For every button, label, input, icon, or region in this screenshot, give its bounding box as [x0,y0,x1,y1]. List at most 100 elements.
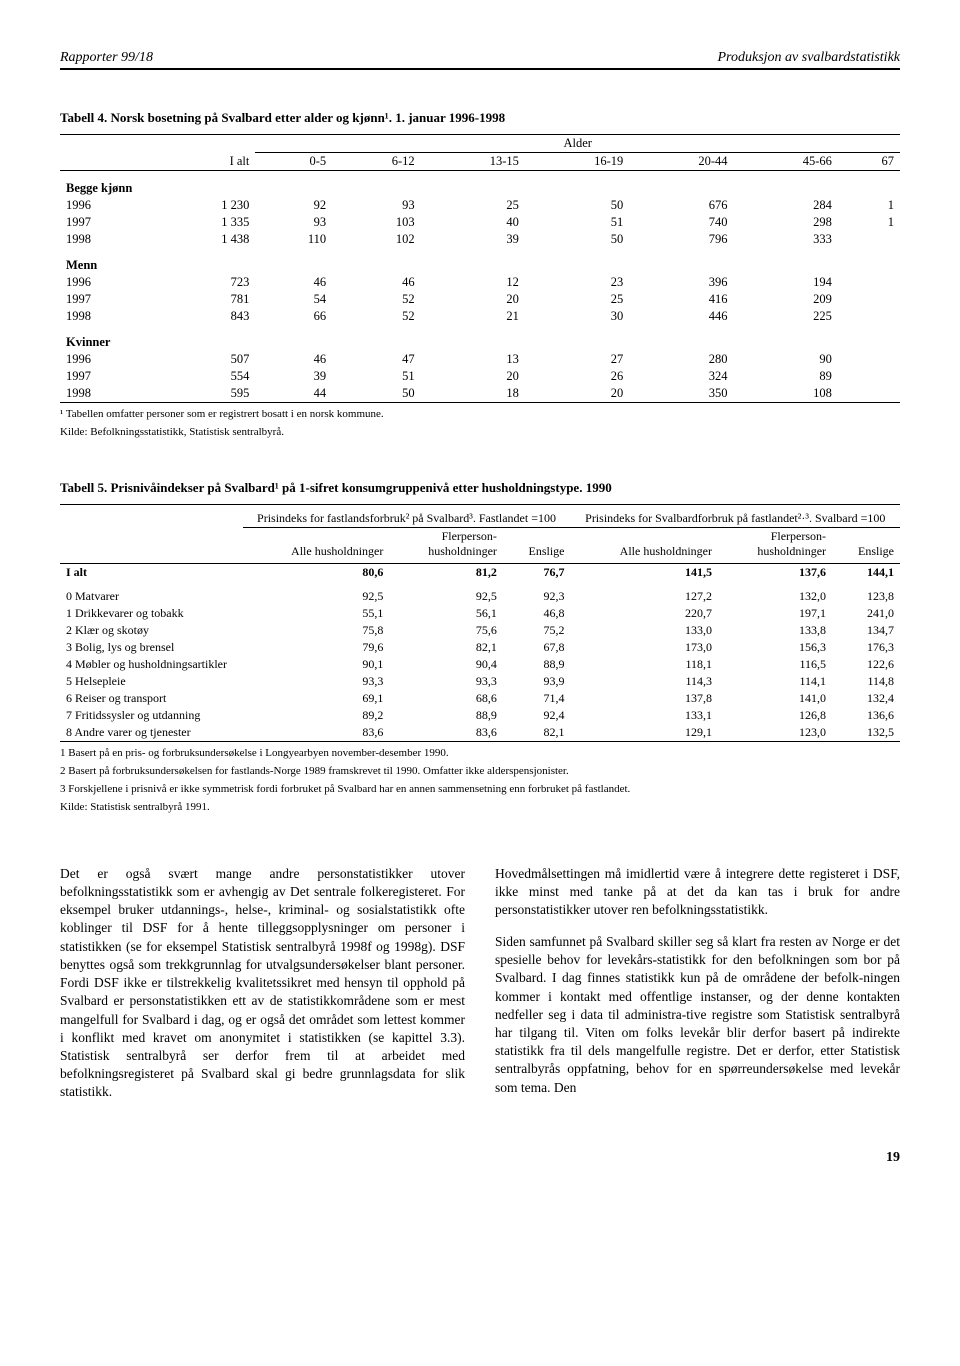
table-cell: 88,9 [389,707,503,724]
table-cell: 75,2 [503,622,571,639]
table5-foot2: 2 Basert på forbruksundersøkelsen for fa… [60,764,900,778]
table-cell: 47 [332,351,420,368]
table4-col: 45-66 [734,153,838,171]
table-cell: 52 [332,308,420,325]
table-row-label: 1998 [60,308,154,325]
table-cell: 89 [734,368,838,385]
table-cell: 110 [255,231,332,248]
table-cell: 220,7 [571,605,718,622]
table-cell: 141,5 [571,563,718,588]
table-row-label: 8 Andre varer og tjenester [60,724,243,742]
body-text: Det er også svært mange andre personstat… [60,865,900,1111]
table-cell: 1 230 [154,197,256,214]
table-cell: 52 [332,291,420,308]
table-cell: 82,1 [503,724,571,742]
table-cell: 136,6 [832,707,900,724]
table-cell: 39 [421,231,525,248]
table-cell: 114,1 [718,673,832,690]
table-cell: 116,5 [718,656,832,673]
table-cell: 103 [332,214,420,231]
table-cell: 796 [629,231,733,248]
table-cell: 843 [154,308,256,325]
table-cell: 51 [525,214,629,231]
table-cell: 39 [255,368,332,385]
table-cell: 75,6 [389,622,503,639]
table-row-label: 7 Fritidssysler og utdanning [60,707,243,724]
table-cell: 83,6 [243,724,390,742]
table-row-label: 1996 [60,274,154,291]
table-cell: 81,2 [389,563,503,588]
table-cell: 416 [629,291,733,308]
table-cell: 133,0 [571,622,718,639]
table-cell: 93 [255,214,332,231]
table5-col: Enslige [503,527,571,563]
table4-col: 67 [838,153,900,171]
table-cell: 1 438 [154,231,256,248]
table-cell: 156,3 [718,639,832,656]
table-cell: 67,8 [503,639,571,656]
table-cell: 446 [629,308,733,325]
table4-col: 16-19 [525,153,629,171]
table5-col: Alle husholdninger [243,527,390,563]
table-cell [838,308,900,325]
table-cell: 90,4 [389,656,503,673]
table-cell: 137,6 [718,563,832,588]
table-cell: 134,7 [832,622,900,639]
table-cell: 76,7 [503,563,571,588]
table-cell: 90 [734,351,838,368]
table-cell: 26 [525,368,629,385]
table-cell: 194 [734,274,838,291]
table-cell: 82,1 [389,639,503,656]
table-cell: 176,3 [832,639,900,656]
table-cell: 126,8 [718,707,832,724]
table4-title: Tabell 4. Norsk bosetning på Svalbard et… [60,110,900,126]
table-cell: 50 [525,197,629,214]
table-cell: 83,6 [389,724,503,742]
table-row-label: 1998 [60,231,154,248]
table-cell [838,291,900,308]
table-cell: 75,8 [243,622,390,639]
table-cell: 114,8 [832,673,900,690]
table-cell: 507 [154,351,256,368]
table-cell: 1 [838,214,900,231]
table4: Alder I alt0-56-1213-1516-1920-4445-6667… [60,134,900,403]
table-cell: 13 [421,351,525,368]
table-cell: 93,3 [243,673,390,690]
table-cell: 54 [255,291,332,308]
table-cell: 12 [421,274,525,291]
table4-group: Menn [60,248,900,274]
page-number: 19 [60,1150,900,1166]
body-right-p1: Hovedmålsettingen må imidlertid være å i… [495,865,900,920]
table-cell: 280 [629,351,733,368]
table-cell: 44 [255,385,332,403]
table-cell: 129,1 [571,724,718,742]
table-row-label: 4 Møbler og husholdningsartikler [60,656,243,673]
table-cell: 723 [154,274,256,291]
table-cell: 197,1 [718,605,832,622]
table-cell: 69,1 [243,690,390,707]
table5-span1: Prisindeks for fastlandsforbruk² på Sval… [243,504,571,527]
table-cell: 46,8 [503,605,571,622]
body-right-p2: Siden samfunnet på Svalbard skiller seg … [495,933,900,1097]
table-cell: 132,4 [832,690,900,707]
table-cell: 27 [525,351,629,368]
table-cell [838,231,900,248]
table-cell: 114,3 [571,673,718,690]
table-cell: 554 [154,368,256,385]
table-cell: 92,4 [503,707,571,724]
table-row-label: 1997 [60,291,154,308]
table-cell [838,274,900,291]
table5-title: Tabell 5. Prisnivåindekser på Svalbard¹ … [60,480,900,496]
table-cell: 80,6 [243,563,390,588]
table-cell: 66 [255,308,332,325]
table-cell: 141,0 [718,690,832,707]
body-right: Hovedmålsettingen må imidlertid være å i… [495,865,900,1111]
table-row-label: 1998 [60,385,154,403]
table5-col: Flerperson-husholdninger [718,527,832,563]
table-cell: 90,1 [243,656,390,673]
table-cell: 781 [154,291,256,308]
table-cell: 102 [332,231,420,248]
table-row-label: 1996 [60,351,154,368]
table5-foot3: 3 Forskjellene i prisnivå er ikke symmet… [60,782,900,796]
table-cell: 676 [629,197,733,214]
